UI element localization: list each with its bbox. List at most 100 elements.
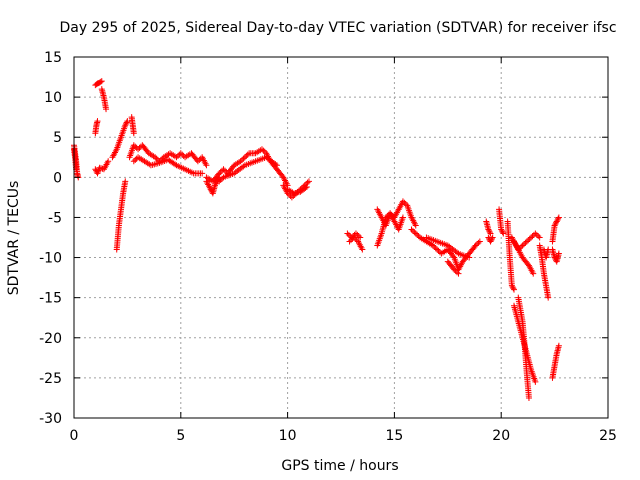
- data-point: [94, 170, 101, 177]
- x-tick-label: 20: [492, 428, 510, 444]
- data-point: [522, 239, 529, 246]
- data-point: [304, 179, 311, 186]
- data-point: [173, 154, 180, 161]
- data-point: [429, 242, 436, 249]
- data-point: [172, 161, 179, 168]
- data-point: [177, 150, 184, 157]
- data-point: [95, 168, 102, 175]
- data-point: [529, 233, 536, 240]
- data-point: [354, 231, 361, 238]
- data-point: [239, 156, 246, 163]
- grid-lines: [74, 57, 608, 418]
- data-point: [485, 226, 492, 233]
- data-point: [489, 234, 496, 241]
- data-point: [528, 234, 535, 241]
- data-point: [499, 229, 506, 236]
- data-point: [288, 194, 295, 201]
- data-point: [152, 154, 159, 161]
- data-point: [498, 227, 505, 234]
- data-point: [260, 147, 267, 154]
- data-point: [435, 247, 442, 254]
- data-point: [94, 118, 101, 125]
- data-point: [532, 230, 539, 237]
- data-point: [179, 151, 186, 158]
- y-tick-label: -5: [48, 210, 62, 226]
- data-point: [216, 178, 223, 185]
- data-point: [520, 241, 527, 248]
- data-point: [237, 158, 244, 165]
- x-tick-label: 0: [70, 428, 79, 444]
- plot-frame: [73, 56, 609, 419]
- data-point: [412, 230, 419, 237]
- data-point: [454, 269, 461, 276]
- data-point: [123, 119, 130, 126]
- data-point: [486, 227, 493, 234]
- data-points: [71, 78, 562, 401]
- data-point: [500, 230, 507, 237]
- data-point: [519, 242, 526, 249]
- data-point: [124, 118, 131, 125]
- data-point: [399, 214, 406, 221]
- data-point: [487, 238, 494, 245]
- data-point: [359, 246, 366, 253]
- data-point: [498, 226, 505, 233]
- data-point: [525, 394, 532, 401]
- data-point: [431, 243, 438, 250]
- data-point: [352, 230, 359, 237]
- data-point: [130, 158, 137, 165]
- data-point: [555, 250, 562, 257]
- y-tick-label: -30: [39, 411, 62, 427]
- data-point: [346, 238, 353, 245]
- data-point: [511, 286, 518, 293]
- data-point: [290, 193, 297, 200]
- y-tick-label: -15: [39, 291, 62, 307]
- data-point: [535, 233, 542, 240]
- y-tick-label: 15: [44, 50, 62, 66]
- data-point: [105, 158, 112, 165]
- data-point: [551, 222, 558, 229]
- data-point: [244, 151, 251, 158]
- data-point: [302, 184, 309, 191]
- data-point: [536, 234, 543, 241]
- data-point: [103, 106, 110, 113]
- data-point: [450, 253, 457, 260]
- data-point: [132, 156, 139, 163]
- data-point: [98, 165, 105, 172]
- data-point: [553, 219, 560, 226]
- data-point: [487, 230, 494, 237]
- data-point: [451, 266, 458, 273]
- data-point: [432, 245, 439, 252]
- data-point: [533, 231, 540, 238]
- data-point: [486, 229, 493, 236]
- x-tick-label: 10: [279, 428, 297, 444]
- x-axis-label: GPS time / hours: [281, 458, 398, 474]
- data-point: [409, 227, 416, 234]
- data-point: [515, 246, 522, 253]
- x-tick-label: 25: [599, 428, 617, 444]
- data-point: [488, 237, 495, 244]
- data-point: [518, 243, 525, 250]
- data-point: [357, 234, 364, 241]
- data-point: [415, 233, 422, 240]
- data-point: [408, 226, 415, 233]
- y-tick-label: -20: [39, 331, 62, 347]
- y-tick-label: -25: [39, 371, 62, 387]
- data-point: [196, 156, 203, 163]
- data-point: [414, 231, 421, 238]
- data-point: [347, 237, 354, 244]
- data-point: [132, 143, 139, 150]
- data-point: [525, 237, 532, 244]
- data-point: [401, 199, 408, 206]
- data-point: [508, 282, 515, 289]
- data-point: [153, 155, 160, 162]
- data-point: [399, 198, 406, 205]
- data-point: [355, 233, 362, 240]
- data-point: [553, 218, 560, 225]
- data-point: [219, 175, 226, 182]
- data-point: [130, 130, 137, 137]
- data-point: [466, 254, 473, 261]
- data-point: [344, 230, 351, 237]
- data-point: [130, 142, 137, 149]
- data-point: [258, 146, 265, 153]
